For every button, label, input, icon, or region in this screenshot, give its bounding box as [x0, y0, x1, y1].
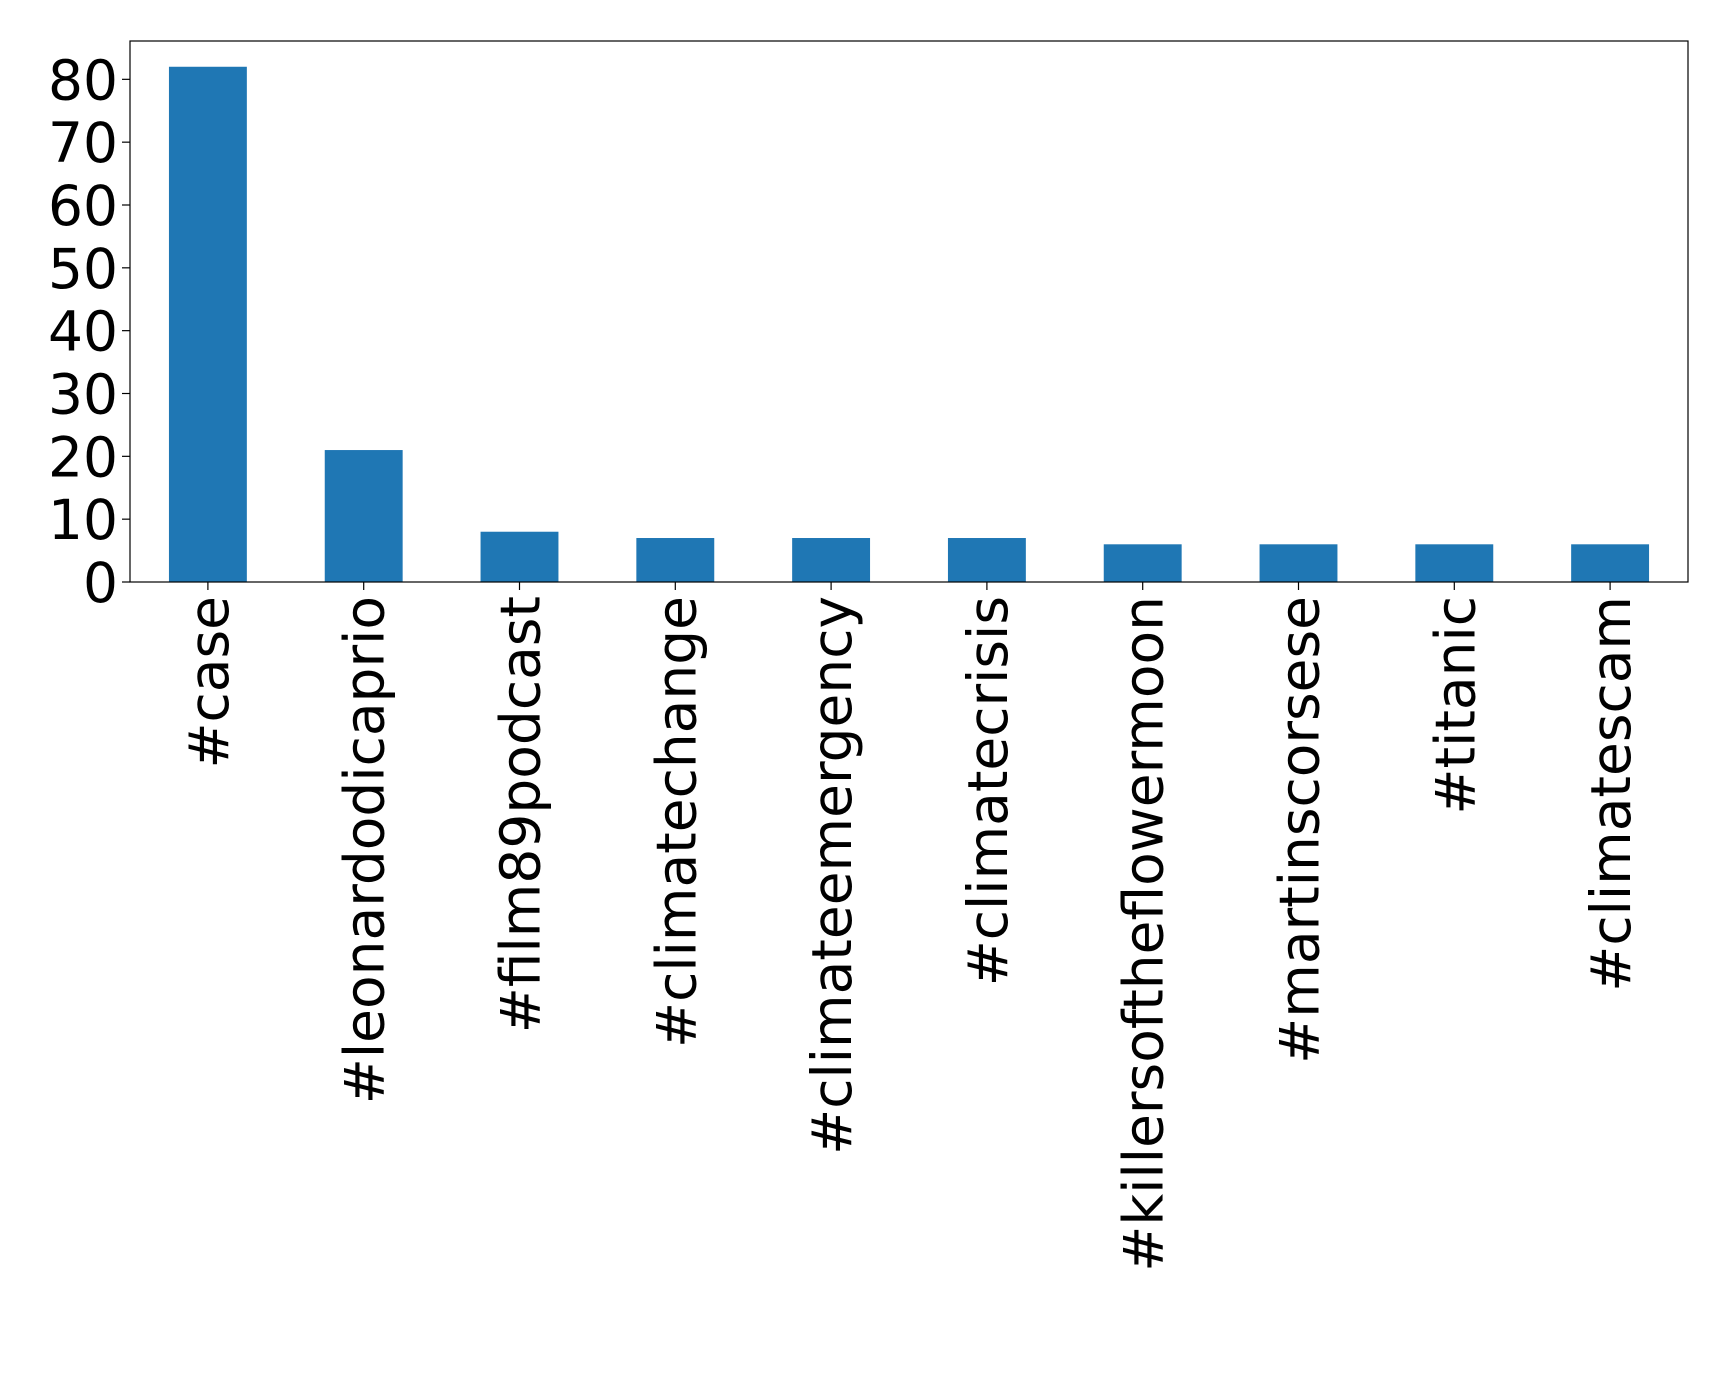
- bar: [636, 538, 715, 582]
- bar: [324, 450, 403, 582]
- y-tick-label: 30: [48, 362, 118, 426]
- x-tick-label: #martinscorsese: [1268, 596, 1332, 1064]
- x-tick-label: #titanic: [1423, 596, 1487, 815]
- bar: [1103, 544, 1182, 582]
- y-tick-label: 0: [83, 551, 118, 615]
- bar: [480, 531, 559, 582]
- bar: [1571, 544, 1650, 582]
- bar: [1259, 544, 1338, 582]
- y-tick-label: 10: [48, 488, 118, 552]
- bar: [1415, 544, 1494, 582]
- y-tick-label: 60: [48, 174, 118, 238]
- bar: [168, 66, 247, 582]
- x-tick-label: #case: [177, 596, 241, 769]
- plot-frame: [129, 40, 1689, 583]
- x-tick-label: #climatechange: [644, 596, 708, 1048]
- x-tick-label: #killersoftheflowermoon: [1112, 596, 1176, 1272]
- x-tick-label: #climatecrisis: [956, 596, 1020, 986]
- bar: [792, 538, 871, 582]
- x-tick-label: #climatescam: [1579, 596, 1643, 992]
- x-tick-label: #film89podcast: [489, 596, 553, 1033]
- y-tick-label: 40: [48, 300, 118, 364]
- y-tick-label: 80: [48, 48, 118, 112]
- x-tick-label: #climateemergency: [800, 596, 864, 1155]
- y-tick-label: 20: [48, 425, 118, 489]
- x-tick-label: #leonardodicaprio: [333, 596, 397, 1104]
- y-tick-label: 70: [48, 111, 118, 175]
- bar: [947, 538, 1026, 582]
- y-tick-label: 50: [48, 237, 118, 301]
